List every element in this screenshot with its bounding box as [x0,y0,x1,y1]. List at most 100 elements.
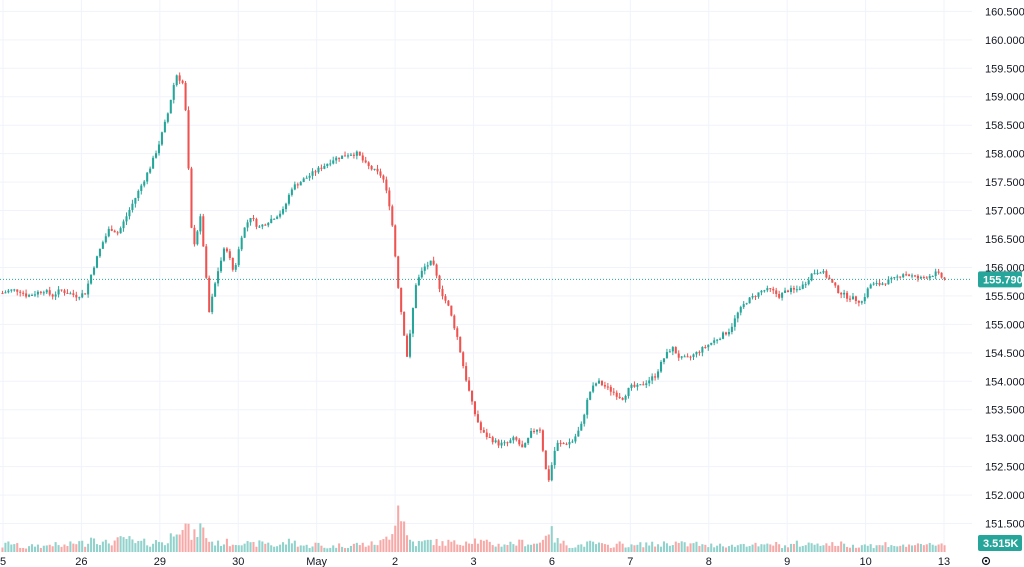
candle-body [719,338,722,340]
volume-bar [104,539,107,552]
candle-body [751,296,754,298]
candle-body [228,251,231,258]
candle-body [595,383,598,386]
volume-bar [810,543,813,552]
candle-body [905,274,908,276]
volume-bar [10,544,13,552]
volume-bar [84,546,87,552]
volume-bar [414,546,417,552]
volume-bar [128,536,131,552]
volume-bar [595,544,598,552]
volume-bar [320,545,323,552]
candle-body [556,442,559,451]
candle-body [825,271,828,278]
candle-body [19,291,22,293]
volume-bar [152,543,155,552]
candle-body [659,361,663,372]
volume-bar [527,544,530,552]
candle-body [778,294,781,298]
volume-bar [657,544,660,552]
volume-bar [535,543,539,552]
volume-bar [544,535,547,552]
volume-bar [287,538,290,552]
candle-body [769,288,772,290]
x-tick-label: 5 [0,556,6,567]
candle-body [155,153,158,158]
volume-bar [908,544,911,552]
volume-bar [763,544,766,552]
candle-body [420,270,423,278]
volume-bar [621,543,624,552]
volume-bar [695,541,698,552]
candle-body [338,157,341,159]
volume-bar [934,545,937,552]
candle-body [798,288,801,290]
volume-bar [488,541,491,552]
volume-bar [157,541,161,552]
volume-bar [119,536,122,552]
volume-bar [784,545,787,552]
volume-bar [724,547,728,552]
volume-bar [485,539,488,552]
volume-bar [376,545,379,552]
candle-body [462,352,465,367]
volume-bar [231,544,234,552]
volume-bar [281,542,285,552]
x-tick-label: 26 [75,556,87,567]
candle-body [550,465,553,481]
volume-bar [931,544,934,552]
candle-body [748,297,751,304]
candle-body [205,246,208,278]
candle-body [249,217,252,223]
volume-bar [583,546,586,552]
candle-body [317,167,320,173]
candle-body [28,295,31,297]
volume-bar [592,541,595,552]
candle-body [848,298,852,300]
candle-body [42,292,45,294]
volume-bar [408,539,412,552]
candle-body [606,386,609,388]
candle-body [494,440,497,443]
volume-bar [208,541,211,552]
volume-bar [470,543,474,552]
volume-bar [217,540,220,552]
volume-bar [736,545,739,552]
candle-body [925,277,928,279]
volume-bar [589,540,592,552]
y-axis[interactable]: 160.500 160.000 159.500 159.000 158.500 158.0… [985,6,1024,530]
volume-bar [187,523,190,552]
candle-body [370,166,373,170]
volume-bar [426,539,429,552]
candle-body [899,276,902,278]
volume-bar [361,542,364,552]
volume-bar [314,542,317,552]
volume-bar [149,546,152,552]
volume-bar [846,546,849,552]
chart-settings-icon[interactable] [981,556,991,566]
candle-body [724,332,728,335]
x-axis[interactable]: 5 26 29 30 May 2 3 6 7 8 9 10 13 [0,556,950,567]
volume-bar [199,523,202,552]
volume-bar [4,542,7,552]
volume-bar [654,546,657,552]
volume-bar [781,548,784,552]
candle-body [913,275,917,277]
candle-body [57,289,60,295]
volume-bar [775,541,778,552]
candle-body [456,328,459,337]
volume-bar [665,543,668,552]
volume-bar [645,542,648,552]
volume-bar [760,544,763,552]
candle-body [506,442,509,444]
volume-bar [181,530,184,552]
candle-body [574,436,577,442]
volume-bar [276,546,279,552]
volume-bar [562,540,565,552]
volume-bar [615,543,618,552]
volume-bar [140,540,143,552]
candle-body [671,347,674,352]
candle-body [922,277,925,279]
